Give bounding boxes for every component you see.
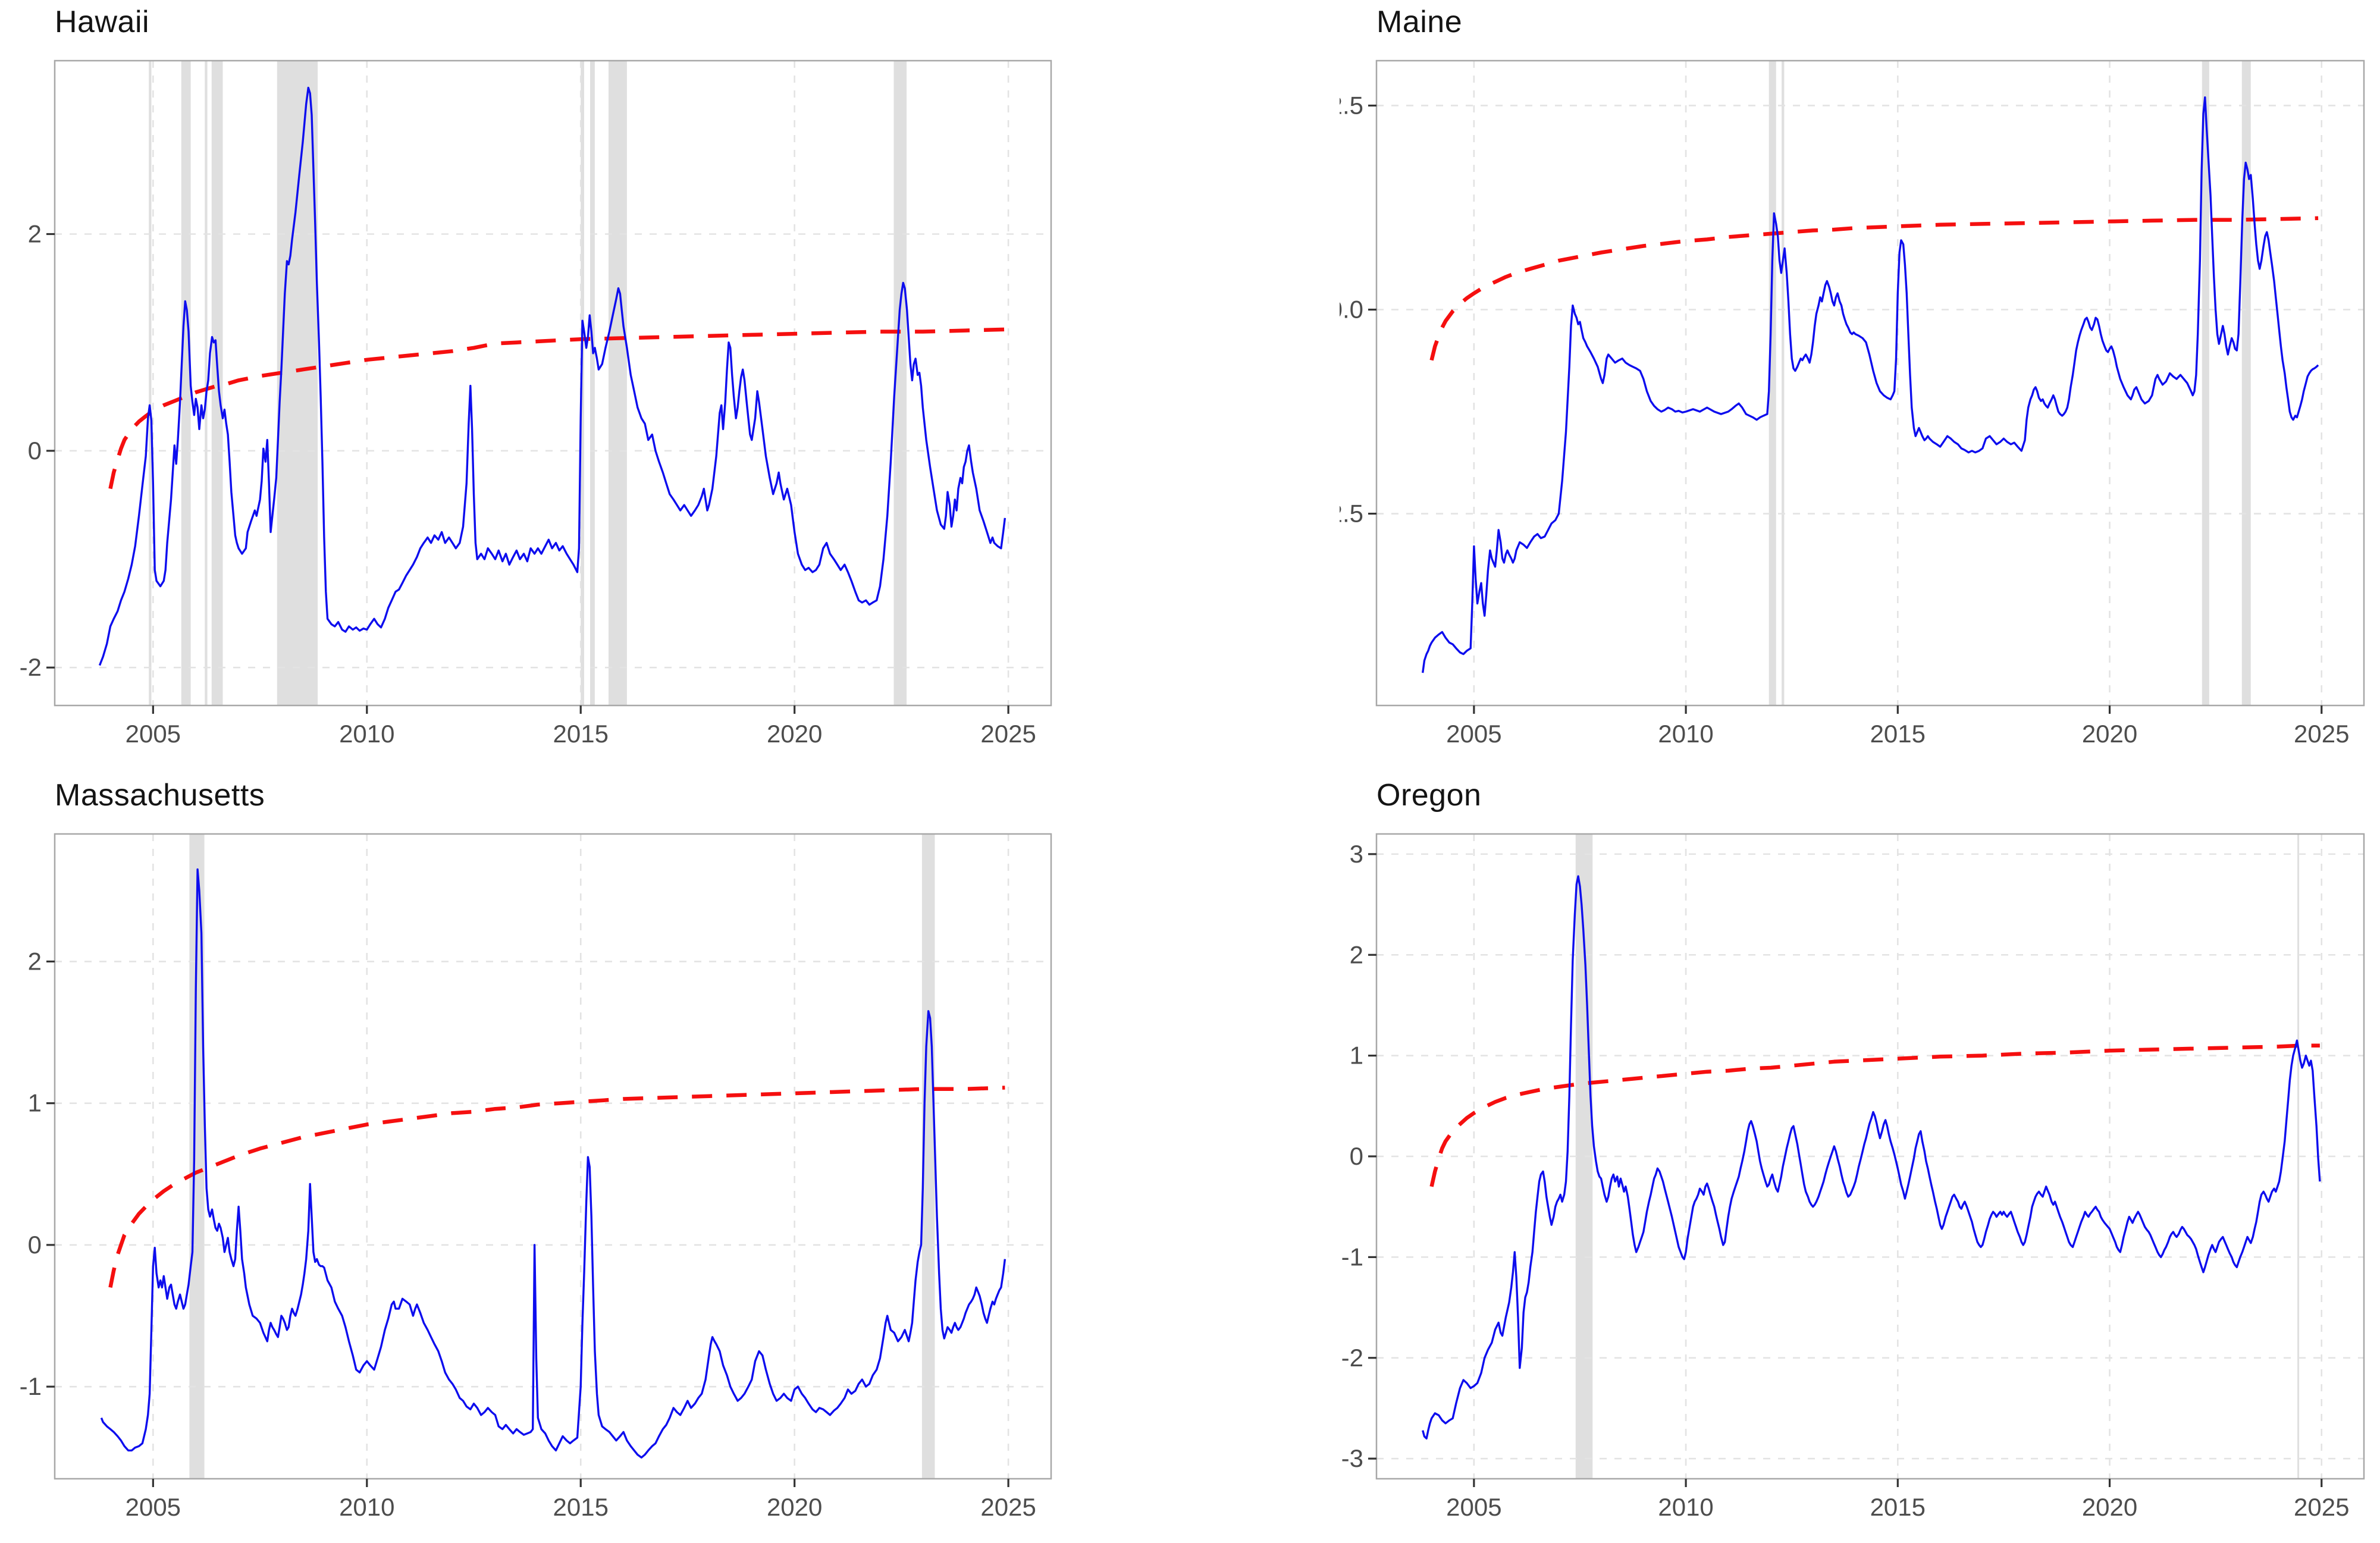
recession-band [921, 834, 935, 1479]
recession-band [149, 61, 152, 705]
x-axis-tick-label: 2005 [126, 720, 181, 748]
y-axis-tick-label: 1 [28, 1089, 42, 1117]
x-axis-tick-label: 2025 [2294, 1493, 2349, 1521]
benchmark-line [108, 327, 1005, 490]
x-axis-tick-label: 2015 [1870, 720, 1926, 748]
recession-band [277, 61, 318, 705]
recession-band [2241, 61, 2251, 705]
benchmark-line [108, 1086, 1005, 1288]
recession-band [893, 61, 907, 705]
x-axis-tick-label: 2015 [553, 1493, 609, 1521]
y-axis-tick-label: -3 [1341, 1444, 1363, 1472]
state-indicator-line [98, 86, 1006, 666]
y-axis-tick-label: 0.0 [1340, 296, 1363, 324]
hawaii-chart-svg: 2005 2010 2015 2020 2025 -2 0 2 [20, 59, 1052, 748]
panel-title-maine: Maine [1376, 5, 1463, 39]
recession-band [181, 61, 191, 705]
recession-band [1782, 61, 1785, 705]
y-axis-tick-label: -1 [20, 1372, 42, 1400]
y-axis-tick-label: 3 [1350, 840, 1363, 868]
panel-oregon: Oregon 2005 2010 2015 2020 2025 -3 -2 -1 0 1 2 3 [1340, 777, 2380, 1538]
panel-title-oregon: Oregon [1376, 778, 1482, 813]
benchmark-line [1429, 1043, 2320, 1187]
x-axis-tick-label: 2025 [980, 1493, 1036, 1521]
panel-maine: Maine 2005 2010 2015 2020 2025 -2.5 0.0 2.5 [1340, 4, 2380, 765]
recession-band [581, 61, 584, 705]
x-axis-tick-label: 2010 [1658, 1493, 1713, 1521]
x-axis-tick-label: 2015 [1870, 1493, 1926, 1521]
x-axis-tick-label: 2020 [767, 1493, 822, 1521]
panel-hawaii: Hawaii 2005 2010 2015 2020 2025 -2 0 2 [18, 4, 1074, 765]
oregon-chart-svg: 2005 2010 2015 2020 2025 -3 -2 -1 0 1 2 3 [1341, 833, 2365, 1521]
panel-border [54, 59, 1052, 707]
x-axis-tick-label: 2005 [126, 1493, 181, 1521]
plot-area [1376, 61, 2364, 705]
recession-band [205, 61, 208, 705]
x-axis-tick-label: 2020 [2082, 720, 2137, 748]
y-axis-tick-label: -2.5 [1340, 500, 1363, 528]
y-axis-tick-label: 2.5 [1340, 91, 1363, 119]
y-axis-tick-label: 0 [1350, 1142, 1363, 1170]
y-axis-tick-label: -1 [1341, 1243, 1363, 1271]
maine-chart-svg: 2005 2010 2015 2020 2025 -2.5 0.0 2.5 [1340, 59, 2365, 748]
massachusetts-chart-svg: 2005 2010 2015 2020 2025 -1 0 1 2 [20, 833, 1052, 1521]
recession-band [590, 61, 595, 705]
recession-band [2202, 61, 2209, 705]
x-axis-tick-label: 2015 [553, 720, 609, 748]
y-axis-tick-label: -2 [20, 653, 42, 681]
state-indicator-line [1422, 875, 2321, 1439]
x-axis-tick-label: 2020 [767, 720, 822, 748]
panel-border [1375, 59, 2365, 707]
x-axis-tick-label: 2010 [1658, 720, 1713, 748]
y-axis-tick-label: 0 [28, 1231, 42, 1259]
y-axis-tick-label: 2 [28, 219, 42, 247]
y-axis-tick-label: 2 [1350, 940, 1363, 968]
x-axis-tick-label: 2010 [339, 1493, 394, 1521]
x-axis-tick-label: 2005 [1446, 720, 1501, 748]
state-indicator-line [1422, 96, 2319, 673]
x-axis-tick-label: 2020 [2082, 1493, 2137, 1521]
y-axis-tick-label: -2 [1341, 1344, 1363, 1372]
y-axis-tick-label: 2 [28, 947, 42, 975]
panel-title-massachusetts: Massachusetts [55, 778, 265, 813]
recession-band [609, 61, 627, 705]
recession-band [211, 61, 223, 705]
y-axis-tick-label: 0 [28, 437, 42, 465]
x-axis-tick-label: 2005 [1446, 1493, 1501, 1521]
y-axis-tick-label: 1 [1350, 1042, 1363, 1070]
x-axis-tick-label: 2025 [980, 720, 1036, 748]
benchmark-line [1429, 216, 2319, 361]
state-indicator-line [100, 868, 1006, 1459]
panel-border [54, 833, 1052, 1480]
x-axis-tick-label: 2025 [2294, 720, 2349, 748]
x-axis-tick-label: 2010 [339, 720, 394, 748]
panel-massachusetts: Massachusetts 2005 2010 2015 2020 2025 -1 0 1 2 [18, 777, 1074, 1538]
panel-title-hawaii: Hawaii [55, 5, 150, 39]
plot-area [55, 834, 1051, 1479]
recession-band [2297, 834, 2300, 1479]
